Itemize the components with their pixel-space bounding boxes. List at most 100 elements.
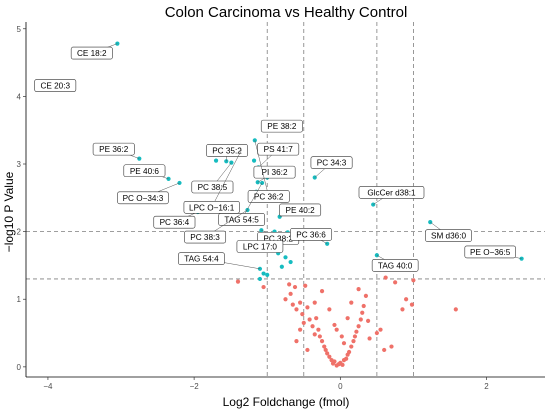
annotation-label: PE 40:6 — [130, 167, 160, 176]
data-point — [519, 256, 524, 261]
data-point — [319, 289, 325, 294]
data-point — [298, 327, 303, 332]
data-point — [314, 316, 319, 321]
data-point — [265, 272, 270, 277]
annotation-label: PC 36:2 — [254, 192, 284, 201]
annotation-box — [183, 200, 240, 214]
data-point — [317, 334, 322, 339]
annotation-leader — [254, 140, 269, 197]
data-point — [300, 312, 305, 317]
annotation-label: TAG 54:5 — [224, 215, 259, 224]
annotation-box — [253, 165, 296, 179]
annotation-box — [92, 142, 135, 156]
data-point — [366, 318, 371, 323]
y-tick-label: 3 — [17, 160, 22, 169]
annotation-box — [191, 180, 234, 194]
x-tick-label: −4 — [43, 382, 53, 391]
data-point — [346, 349, 352, 355]
annotation-label: CE 20:3 — [40, 82, 70, 91]
data-point — [383, 275, 388, 280]
annotation-label: PE 38:2 — [267, 122, 297, 131]
data-point — [327, 307, 332, 312]
data-point — [356, 324, 361, 329]
data-point — [257, 276, 263, 282]
data-point — [260, 180, 265, 186]
data-point — [411, 278, 416, 283]
annotation-box — [178, 252, 225, 265]
data-point — [305, 305, 310, 310]
annotation-label: LPC 17:0 — [243, 242, 278, 251]
data-point — [305, 347, 310, 353]
data-point — [294, 307, 299, 312]
data-point — [351, 339, 356, 344]
annotation-box — [184, 230, 227, 244]
data-point — [261, 271, 266, 276]
data-point — [307, 317, 312, 322]
annotation-box — [153, 215, 196, 229]
annotation-label: PC 38:3 — [190, 233, 220, 242]
plot-area: −4 −2 0 2 0 1 2 3 4 5 CE 18:2 CE 20:3 PE 36:2 PE 40:6… — [17, 22, 545, 391]
data-point — [290, 302, 295, 307]
y-tick-label: 1 — [17, 295, 22, 304]
annotation-label: PC 35:2 — [212, 146, 242, 155]
annotation-box — [257, 142, 300, 156]
annotation-label: LPC O−16:1 — [189, 203, 235, 212]
annotation-box — [290, 228, 333, 241]
data-point — [409, 302, 415, 307]
y-tick-label: 2 — [17, 228, 22, 237]
data-point — [363, 293, 369, 298]
annotation-label: SM d36:0 — [431, 232, 466, 241]
data-point — [382, 347, 387, 353]
data-point — [319, 339, 325, 344]
data-point — [279, 264, 284, 269]
data-point — [349, 344, 354, 349]
annotation-box — [371, 259, 419, 272]
data-point — [252, 138, 257, 143]
data-point — [283, 255, 288, 260]
data-point — [327, 354, 332, 359]
annotation-box — [247, 190, 290, 203]
annotation-box — [358, 186, 425, 199]
annotation-box — [425, 229, 472, 242]
data-point — [400, 307, 405, 312]
data-point — [301, 320, 306, 326]
annotation-label: PC O−34:3 — [123, 194, 164, 203]
data-point — [177, 180, 182, 186]
data-point — [374, 253, 379, 258]
data-point — [288, 259, 293, 265]
annotation-label: CE 18:2 — [77, 49, 107, 58]
annotation-label: PC 36:4 — [160, 218, 190, 227]
annotation-label: PC 38:5 — [198, 183, 228, 192]
annotation-label: PE 36:2 — [99, 145, 129, 154]
data-point — [360, 310, 365, 315]
y-tick-label: 5 — [17, 25, 22, 34]
annotation-box — [279, 203, 322, 217]
annotation-label: GlcCer d38:1 — [367, 188, 416, 197]
annotation-box — [310, 156, 353, 169]
data-point — [322, 344, 327, 349]
data-point — [332, 322, 337, 328]
data-point — [393, 280, 398, 285]
data-point — [404, 297, 409, 302]
data-point — [378, 327, 383, 332]
data-point — [261, 284, 266, 290]
data-point — [349, 300, 354, 305]
annotation-box — [260, 119, 303, 133]
data-point — [312, 300, 317, 305]
x-tick-label: 0 — [338, 382, 343, 391]
data-point — [294, 339, 299, 344]
annotation-label: PC 34:3 — [317, 159, 347, 168]
data-point — [332, 359, 337, 364]
data-point — [292, 284, 298, 290]
annotation-label: PE O−36:5 — [470, 248, 511, 257]
data-point — [287, 282, 292, 287]
y-tick-label: 4 — [17, 92, 22, 101]
data-point — [213, 158, 219, 163]
chart-title: Colon Carcinoma vs Healthy Control — [165, 4, 408, 21]
annotation-box — [70, 46, 113, 60]
annotation-box — [34, 79, 77, 92]
x-tick-label: −2 — [190, 382, 200, 391]
data-point — [235, 279, 241, 284]
annotation-leader — [211, 149, 242, 208]
